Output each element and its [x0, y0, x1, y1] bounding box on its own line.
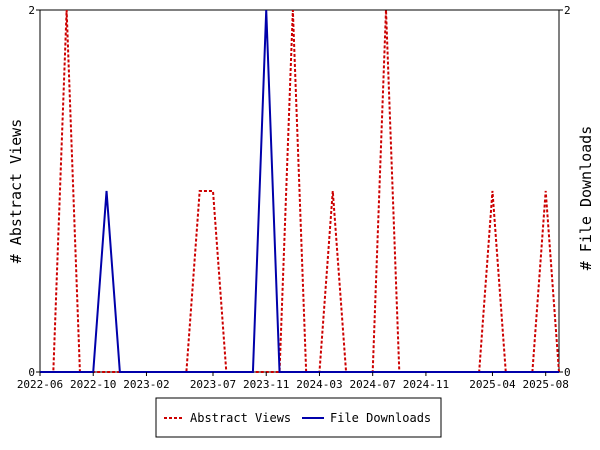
y-axes: 0 2 0 2 [28, 4, 570, 379]
y-axis-left-title: # Abstract Views [7, 119, 25, 264]
y-left-tick-label: 0 [28, 366, 35, 379]
x-tick-label: 2025-08 [523, 378, 569, 391]
series-line-abstract-views [40, 9, 560, 373]
y-right-tick-label: 2 [564, 4, 571, 17]
x-tick-label: 2023-02 [123, 378, 169, 391]
legend: Abstract Views File Downloads [155, 397, 442, 438]
legend-label-file-downloads: File Downloads [330, 411, 431, 425]
x-tick-label: 2024-11 [403, 378, 449, 391]
y-right-tick-label: 0 [564, 366, 571, 379]
legend-label-abstract-views: Abstract Views [190, 411, 291, 425]
x-axis: 2022-06 2022-10 2023-02 2023-07 2023-11 2024-… [17, 372, 569, 391]
x-tick-label: 2022-06 [17, 378, 63, 391]
x-tick-label: 2024-03 [296, 378, 342, 391]
x-tick-label: 2022-10 [70, 378, 116, 391]
x-tick-label: 2023-07 [190, 378, 236, 391]
series-layer [40, 9, 560, 373]
series-line-file-downloads [40, 9, 559, 373]
x-tick-label: 2025-04 [469, 378, 516, 391]
y-axis-right-title: # File Downloads [577, 126, 595, 271]
x-tick-label: 2023-11 [243, 378, 289, 391]
y-left-tick-label: 2 [28, 4, 35, 17]
x-tick-label: 2024-07 [350, 378, 396, 391]
legend-box [155, 397, 442, 438]
